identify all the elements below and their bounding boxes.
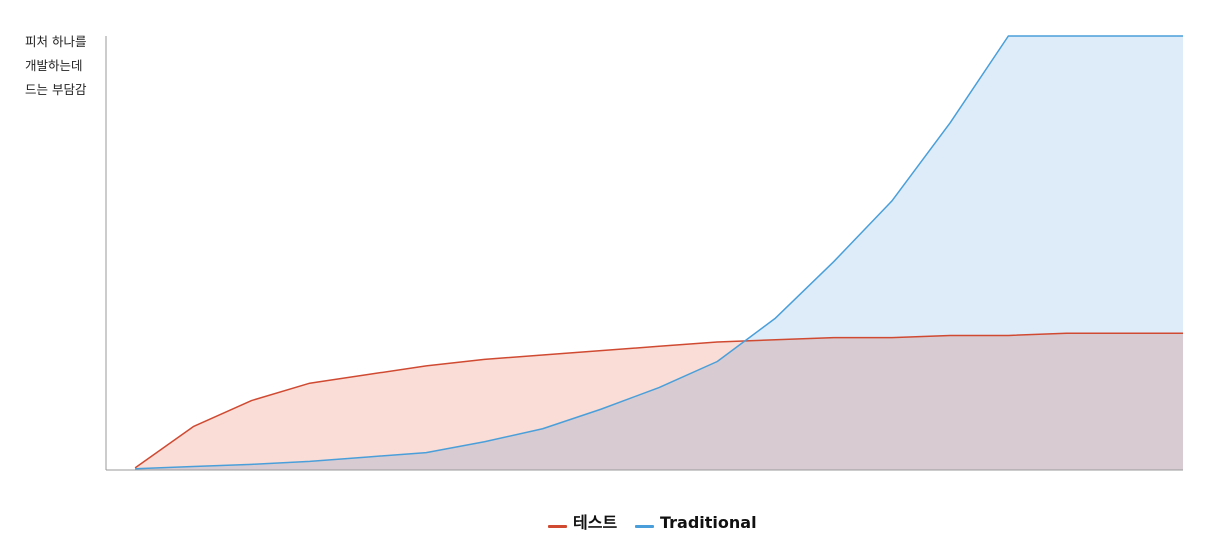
legend: 테스트 Traditional (548, 513, 757, 532)
legend-swatch-test (548, 525, 567, 528)
series-lines (134, 35, 1183, 470)
y-axis-label-line: 드는 부담감 (25, 82, 87, 97)
y-axis-label: 피처 하나를 개발하는데 드는 부담감 (25, 34, 87, 97)
legend-label-test: 테스트 (573, 513, 617, 532)
legend-item-traditional[interactable]: Traditional (635, 513, 757, 532)
series-line-0 (134, 332, 1183, 469)
series-area-1 (135, 36, 1183, 470)
y-axis-label-line: 피처 하나를 (25, 34, 86, 49)
legend-label-traditional: Traditional (660, 513, 757, 532)
legend-swatch-traditional (635, 525, 654, 528)
legend-item-test[interactable]: 테스트 (548, 513, 617, 532)
series-line-1 (135, 35, 1183, 470)
series-areas (135, 36, 1183, 470)
y-axis-label-line: 개발하는데 (25, 58, 83, 73)
